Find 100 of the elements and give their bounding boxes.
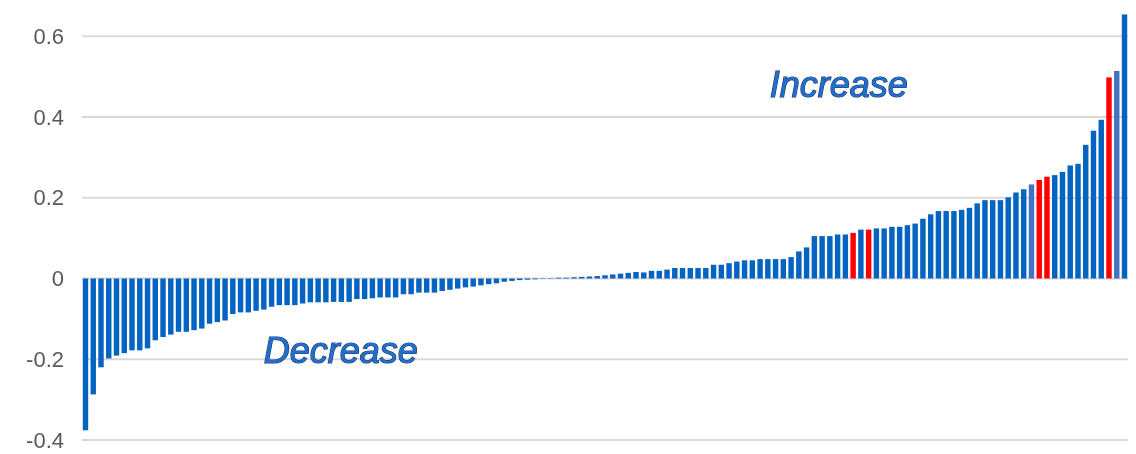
bar <box>191 278 197 331</box>
bar <box>1067 165 1073 279</box>
bar <box>106 278 112 359</box>
bar <box>741 260 748 279</box>
bar <box>989 200 996 279</box>
bar <box>780 259 787 279</box>
bar <box>927 214 934 279</box>
y-tick-label: 0.2 <box>33 185 64 211</box>
bar <box>261 278 267 310</box>
bar <box>943 211 949 279</box>
bar <box>819 236 825 279</box>
bar <box>935 211 942 279</box>
bar <box>113 278 120 356</box>
bar <box>454 278 461 289</box>
bar <box>1106 77 1112 279</box>
bar <box>997 200 1004 279</box>
bar <box>299 278 306 304</box>
annotation: Decrease <box>263 330 418 372</box>
bar <box>958 209 965 279</box>
bar <box>1052 175 1058 279</box>
y-tick-label: 0.6 <box>33 23 64 49</box>
bar <box>214 278 221 323</box>
bar <box>168 278 174 335</box>
bar <box>307 278 314 303</box>
annotation: Increase <box>769 63 908 105</box>
bar <box>245 278 252 313</box>
bar <box>485 278 492 285</box>
bar <box>416 278 422 293</box>
bar <box>501 278 507 282</box>
bar <box>842 234 849 279</box>
bar <box>98 278 104 368</box>
bar <box>369 278 376 299</box>
bar <box>90 278 96 395</box>
bar <box>610 274 616 279</box>
bar <box>338 278 345 302</box>
bar <box>431 278 438 293</box>
bar <box>284 278 290 306</box>
bar <box>493 278 500 284</box>
bar <box>478 278 484 286</box>
bar <box>408 278 414 295</box>
bar <box>230 278 236 315</box>
bar <box>323 278 329 303</box>
bar <box>206 278 213 324</box>
bar <box>330 278 337 302</box>
bar <box>447 278 453 290</box>
bar <box>392 278 399 298</box>
bar <box>237 278 244 313</box>
bar <box>904 225 911 279</box>
bar <box>1036 179 1042 279</box>
bar <box>1114 70 1120 279</box>
bar <box>121 278 127 354</box>
y-tick-label: -0.4 <box>26 427 64 453</box>
bar <box>346 278 352 302</box>
bar <box>1090 130 1097 279</box>
bar <box>268 278 275 307</box>
bar <box>253 278 259 311</box>
bar <box>889 226 895 279</box>
bar <box>129 278 135 351</box>
bar <box>144 278 151 349</box>
bar <box>1044 176 1050 279</box>
bar <box>703 267 709 279</box>
bar <box>951 211 957 279</box>
bar <box>873 228 880 279</box>
bar <box>788 257 794 279</box>
bar <box>1083 144 1089 279</box>
bar <box>1028 184 1035 279</box>
bar <box>881 228 887 279</box>
bar <box>160 278 166 338</box>
bar <box>361 278 368 300</box>
bar <box>470 278 476 287</box>
bar <box>1005 197 1011 279</box>
bar <box>811 236 818 279</box>
bar <box>749 260 756 279</box>
bar <box>199 278 205 329</box>
bar <box>1075 163 1081 279</box>
y-tick-label: 0 <box>51 266 64 292</box>
bar <box>82 278 89 431</box>
bar <box>834 234 841 279</box>
bar <box>695 267 701 279</box>
bar <box>377 278 383 298</box>
bar <box>920 218 926 279</box>
bar <box>982 200 988 279</box>
bar <box>803 247 810 279</box>
bar <box>850 232 856 279</box>
bar <box>827 236 833 279</box>
bar <box>175 278 182 332</box>
bar <box>772 259 779 279</box>
bar <box>912 223 918 279</box>
bar <box>734 261 740 279</box>
bar <box>796 251 802 279</box>
bar <box>896 226 903 279</box>
bar <box>315 278 321 303</box>
bar <box>292 278 298 306</box>
bar <box>276 278 283 306</box>
bar <box>137 278 143 351</box>
bar <box>439 278 445 292</box>
bar <box>400 278 407 295</box>
bar <box>633 272 639 279</box>
bar <box>664 269 670 279</box>
bar <box>385 278 391 298</box>
